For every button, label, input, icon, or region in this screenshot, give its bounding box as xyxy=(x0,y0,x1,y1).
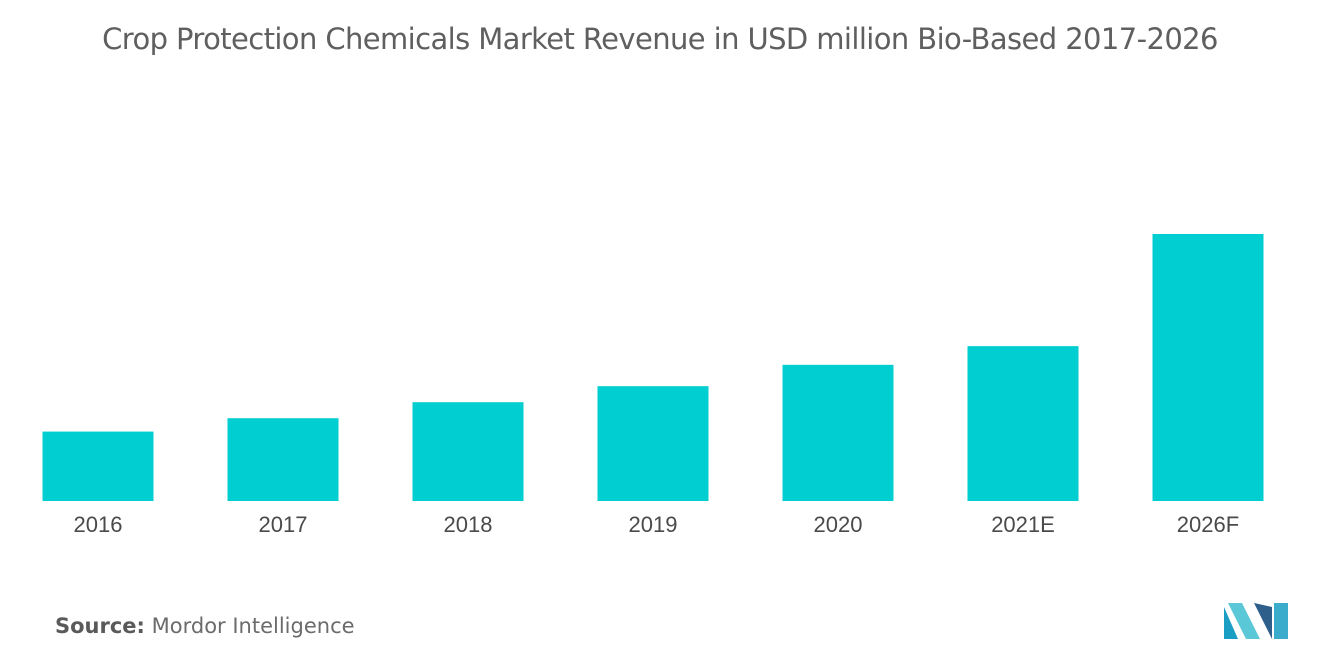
bar-2020 xyxy=(782,364,894,501)
bar-chart: 2016 2017 2018 2019 2020 2021E 2026F xyxy=(42,234,1264,537)
bar-2016 xyxy=(42,431,154,501)
x-tick-label: 2019 xyxy=(629,512,678,537)
bar-2017 xyxy=(227,418,339,501)
source-note: Source: Mordor Intelligence xyxy=(55,614,355,638)
source-text: Mordor Intelligence xyxy=(151,614,355,638)
bar-2018 xyxy=(412,402,524,501)
chart-title: Crop Protection Chemicals Market Revenue… xyxy=(102,22,1218,56)
bar-2019 xyxy=(597,386,709,501)
bar-2026F xyxy=(1152,234,1264,501)
source-label: Source: xyxy=(55,614,145,638)
x-tick-label: 2021E xyxy=(991,512,1055,537)
mordor-intelligence-logo-icon xyxy=(1224,603,1288,639)
x-tick-label: 2020 xyxy=(814,512,863,537)
x-tick-label: 2017 xyxy=(259,512,308,537)
x-tick-label: 2018 xyxy=(444,512,493,537)
x-tick-label: 2016 xyxy=(74,512,123,537)
bar-2021E xyxy=(967,346,1079,501)
x-tick-label: 2026F xyxy=(1177,512,1239,537)
